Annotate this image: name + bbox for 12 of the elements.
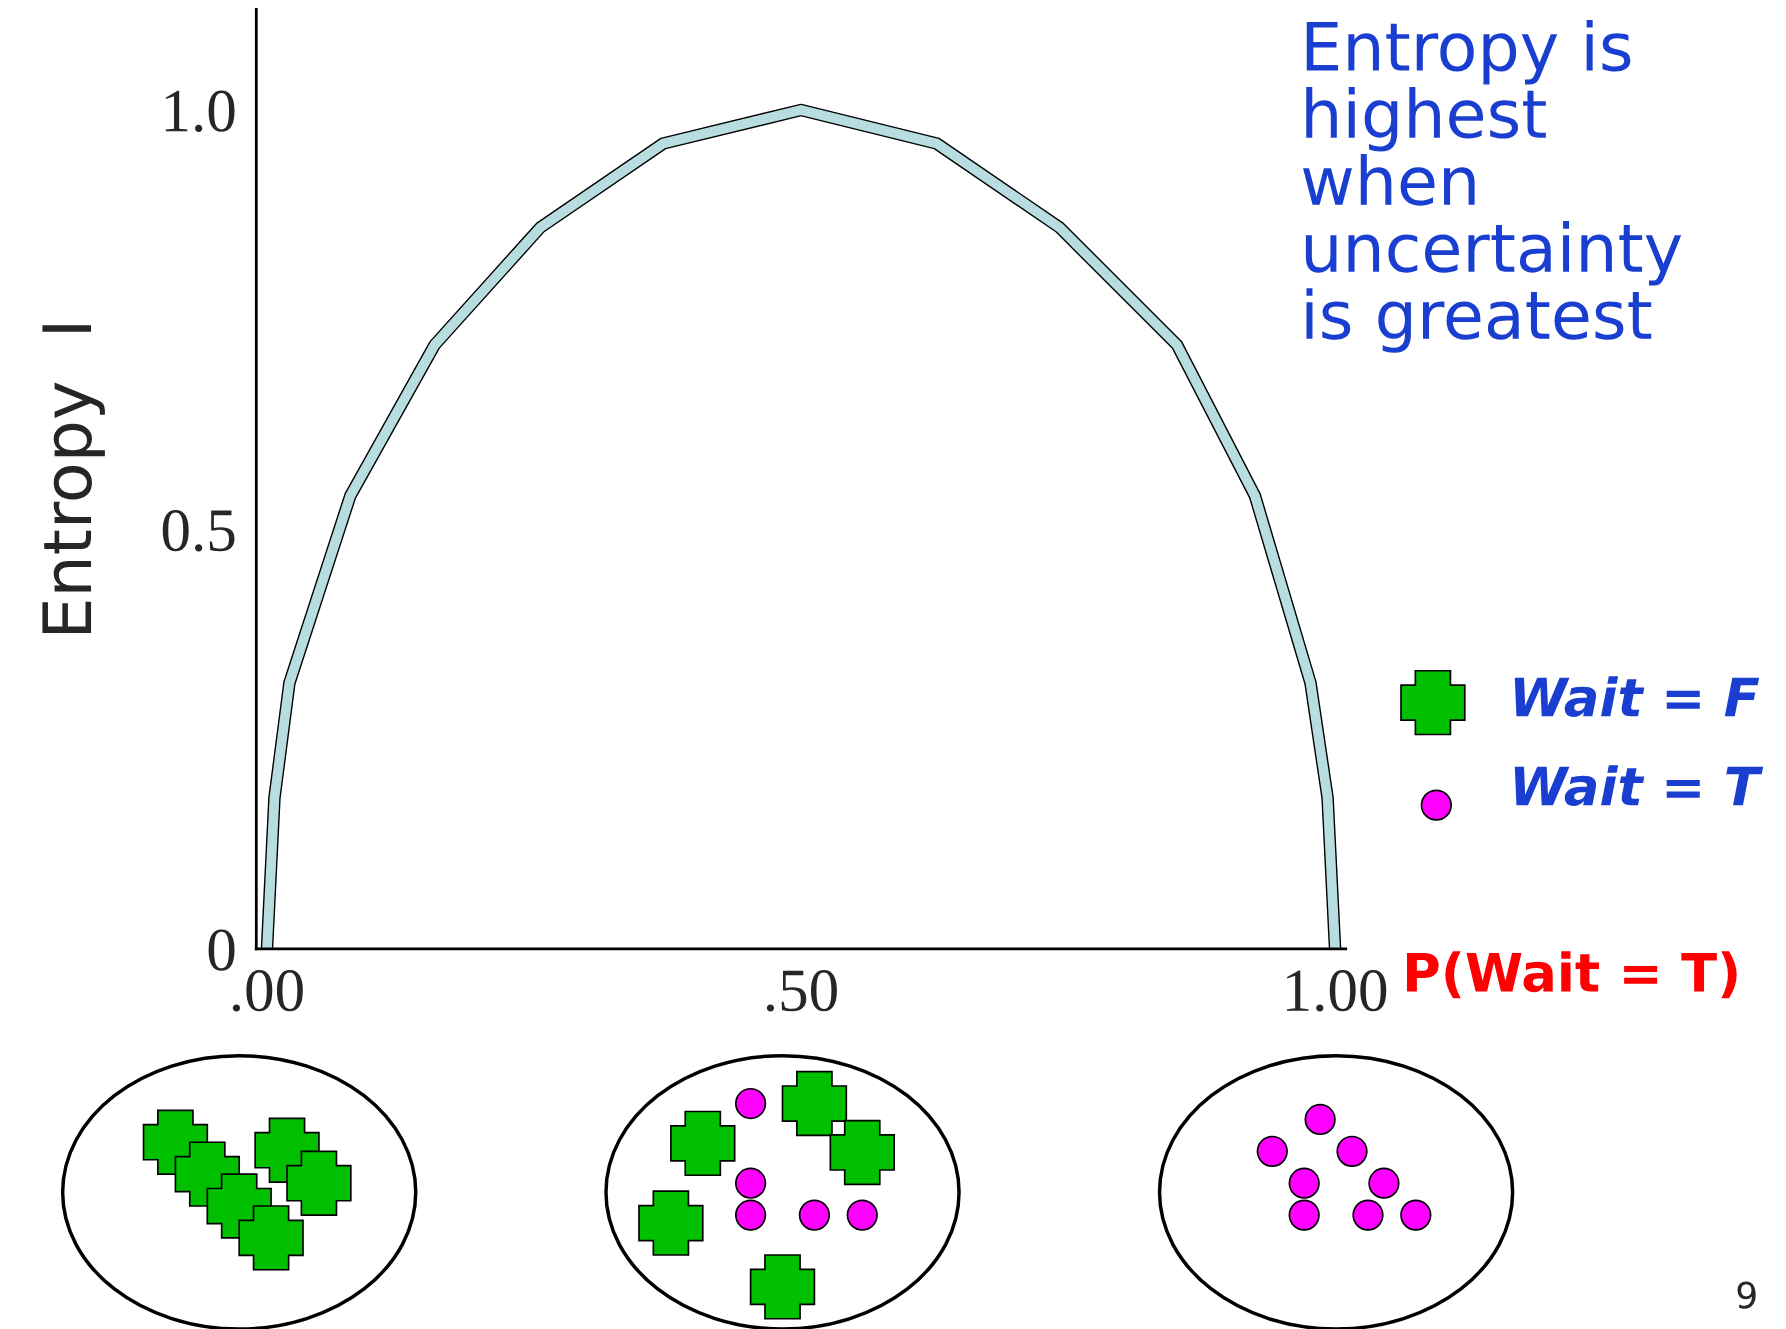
annotation: Entropy is highest when uncertainty is greatest [1303,19,1682,353]
text: Wait = T [1514,765,1764,807]
x-tick-label: 1.00 [1286,970,1387,1012]
x-axis-title: P(Wait = T) [1406,951,1737,999]
y-tick-label: 0 [208,929,235,971]
x-tick-label: .00 [232,970,303,1012]
y-axis-title: Entropy I [42,325,105,634]
text: Wait = F [1514,676,1760,718]
y-tick-label: 0.5 [162,510,235,552]
y-tick-label: 1.0 [165,90,235,133]
text: 9 [1737,1281,1756,1309]
x-tick-label: .50 [766,970,837,1012]
